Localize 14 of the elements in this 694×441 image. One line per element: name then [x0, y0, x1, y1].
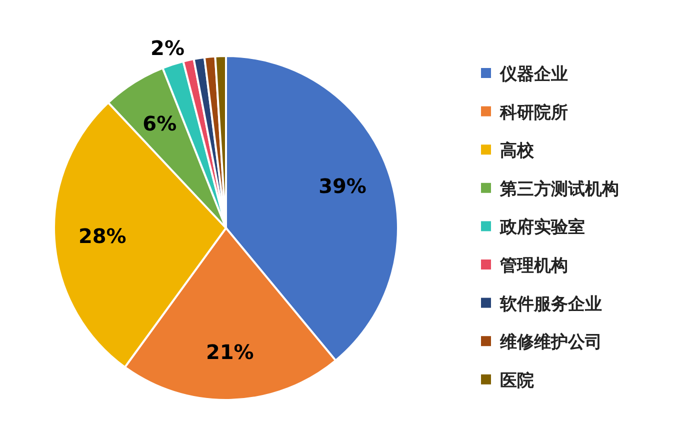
data-label: 28%	[78, 224, 126, 248]
legend-label: 第三方测试机构	[499, 179, 619, 200]
data-label: 39%	[318, 174, 366, 198]
legend-label: 医院	[500, 370, 534, 391]
legend-label: 维修维护公司	[499, 332, 602, 353]
legend-label: 政府实验室	[499, 218, 585, 238]
data-label: 21%	[206, 340, 254, 364]
data-label: 6%	[142, 111, 177, 136]
legend-label: 高校	[500, 141, 535, 162]
legend-label: 仪器企业	[499, 64, 568, 84]
legend-label: 管理机构	[499, 256, 568, 276]
legend-label: 软件服务企业	[499, 294, 602, 314]
legend-label: 科研院所	[499, 102, 568, 123]
data-label: 2%	[150, 36, 185, 60]
